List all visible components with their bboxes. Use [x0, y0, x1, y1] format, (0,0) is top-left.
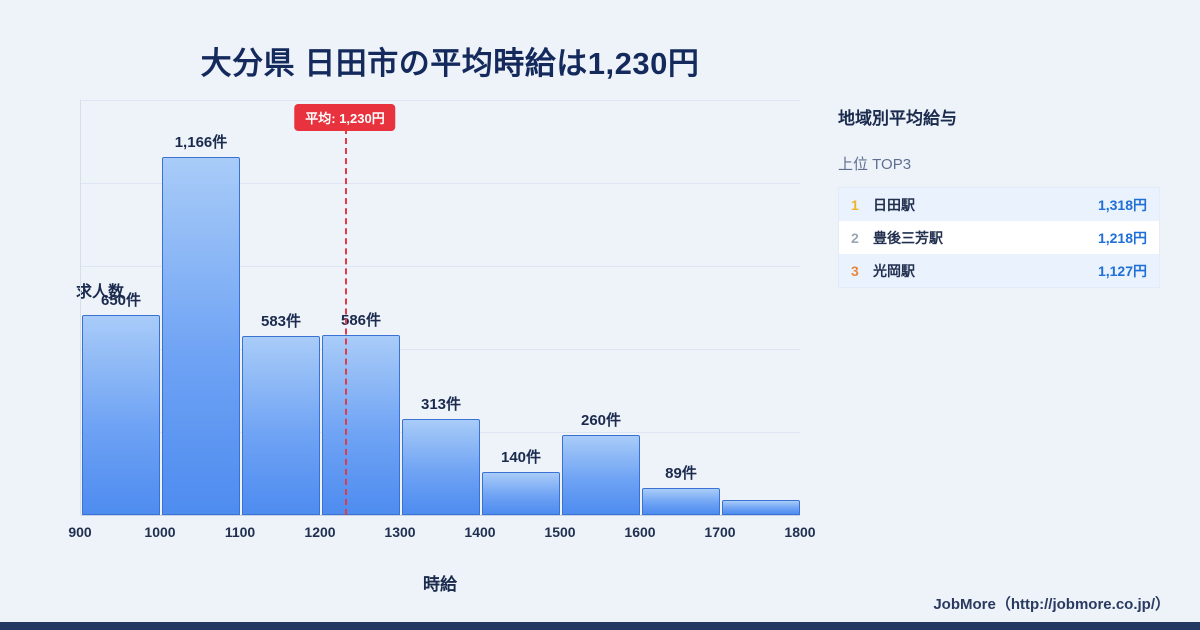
rank-number: 3	[851, 262, 859, 279]
histogram-bar	[242, 335, 320, 515]
rank-number: 1	[851, 196, 859, 213]
histogram-bar	[82, 315, 160, 515]
ranking-table: 1 日田駅 1,318円 2 豊後三芳駅 1,218円 3 光岡駅 1,127円	[838, 187, 1160, 288]
table-row: 2 豊後三芳駅 1,218円	[839, 221, 1159, 254]
bar-value-label: 140件	[500, 448, 542, 466]
ranking-subheading: 上位 TOP3	[838, 156, 912, 173]
x-tick-label: 1700	[704, 524, 736, 540]
x-tick-label: 1800	[784, 524, 816, 540]
bar-value-label: 583件	[260, 312, 302, 330]
average-badge: 平均: 1,230円	[294, 104, 396, 131]
table-row: 1 日田駅 1,318円	[839, 188, 1159, 221]
gridline	[81, 183, 800, 184]
x-tick-label: 900	[68, 524, 92, 540]
x-axis-ticks: 900 1000 1100 1200 1300 1400 1500 1600 1700 1800	[68, 524, 815, 544]
x-tick-label: 1400	[464, 524, 496, 540]
ranking-panel: 地域別平均給与 上位 TOP3 1 日田駅 1,318円 2 豊後三芳駅 1,2…	[838, 104, 1160, 288]
gridline	[81, 266, 800, 267]
histogram-bar	[642, 487, 720, 515]
plot-area: 650件 1,166件 583件 586件 313件 140件 260件 89件 平均: 1,2…	[80, 100, 800, 516]
station-name: 豊後三芳駅	[873, 229, 943, 246]
histogram-bar	[402, 418, 480, 515]
average-line	[345, 128, 347, 515]
bottom-strip	[0, 622, 1200, 630]
x-tick-label: 1100	[224, 524, 256, 540]
wage-value: 1,218円	[1097, 229, 1147, 246]
histogram-bar	[162, 156, 240, 515]
bar-value-label: 313件	[420, 395, 462, 413]
ranking-heading: 地域別平均給与	[838, 109, 957, 128]
footer-credit: JobMore（http://jobmore.co.jp/）	[933, 596, 1170, 613]
x-tick-label: 1000	[144, 524, 176, 540]
gridline	[81, 515, 800, 516]
y-axis-label: 求人数	[76, 284, 125, 301]
x-tick-label: 1200	[304, 524, 336, 540]
x-tick-label: 1300	[384, 524, 416, 540]
histogram-bar	[722, 499, 800, 515]
bar-value-label: 260件	[580, 412, 622, 430]
gridline	[81, 100, 800, 101]
page-title: 大分県 日田市の平均時給は1,230円	[200, 46, 700, 81]
gridline	[81, 349, 800, 350]
x-tick-label: 1600	[624, 524, 656, 540]
station-name: 光岡駅	[873, 262, 915, 279]
wage-value: 1,127円	[1097, 262, 1147, 279]
bar-value-label: 1,166件	[174, 133, 228, 151]
histogram-bar	[482, 471, 560, 515]
bar-value-label: 586件	[340, 311, 382, 329]
bar-value-label: 89件	[665, 464, 697, 482]
x-tick-label: 1500	[544, 524, 576, 540]
histogram-bar	[562, 435, 640, 515]
rank-number: 2	[851, 229, 859, 246]
wage-value: 1,318円	[1097, 196, 1147, 213]
station-name: 日田駅	[873, 196, 915, 213]
histogram-bar	[322, 334, 400, 515]
x-axis-label: 時給	[423, 575, 457, 594]
bar-value-label: 650件	[100, 292, 142, 310]
table-row: 3 光岡駅 1,127円	[839, 254, 1159, 287]
